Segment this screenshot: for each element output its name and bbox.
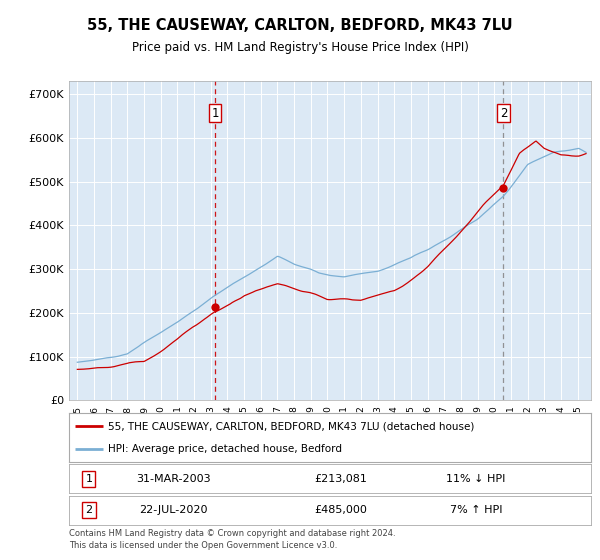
Text: Contains HM Land Registry data © Crown copyright and database right 2024.
This d: Contains HM Land Registry data © Crown c… — [69, 529, 395, 550]
Text: 2: 2 — [85, 505, 92, 515]
Text: 22-JUL-2020: 22-JUL-2020 — [139, 505, 208, 515]
Text: 55, THE CAUSEWAY, CARLTON, BEDFORD, MK43 7LU (detached house): 55, THE CAUSEWAY, CARLTON, BEDFORD, MK43… — [108, 421, 475, 431]
Text: £213,081: £213,081 — [314, 474, 367, 484]
Text: 11% ↓ HPI: 11% ↓ HPI — [446, 474, 506, 484]
Text: £485,000: £485,000 — [314, 505, 367, 515]
Text: HPI: Average price, detached house, Bedford: HPI: Average price, detached house, Bedf… — [108, 444, 342, 454]
Text: 1: 1 — [211, 106, 218, 120]
Text: 2: 2 — [500, 106, 507, 120]
Text: Price paid vs. HM Land Registry's House Price Index (HPI): Price paid vs. HM Land Registry's House … — [131, 41, 469, 54]
Text: 7% ↑ HPI: 7% ↑ HPI — [450, 505, 502, 515]
Text: 31-MAR-2003: 31-MAR-2003 — [136, 474, 211, 484]
Text: 1: 1 — [85, 474, 92, 484]
Text: 55, THE CAUSEWAY, CARLTON, BEDFORD, MK43 7LU: 55, THE CAUSEWAY, CARLTON, BEDFORD, MK43… — [87, 18, 513, 33]
